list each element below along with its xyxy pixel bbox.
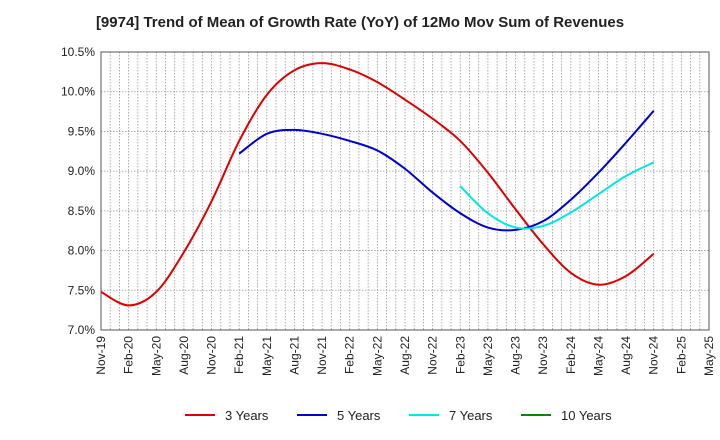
x-tick-label: Feb-22 bbox=[343, 336, 357, 374]
y-tick-label: 9.0% bbox=[68, 164, 96, 178]
x-tick-label: Nov-22 bbox=[426, 336, 440, 375]
y-tick-label: 7.0% bbox=[68, 323, 96, 337]
y-tick-label: 10.0% bbox=[61, 85, 95, 99]
legend: 3 Years 5 Years 7 Years 10 Years bbox=[185, 408, 612, 423]
x-tick-label: Feb-23 bbox=[453, 336, 467, 374]
x-tick-label: Nov-19 bbox=[94, 336, 108, 375]
x-tick-label: May-22 bbox=[370, 336, 384, 376]
x-tick-label: Aug-22 bbox=[398, 336, 412, 375]
y-tick-label: 8.0% bbox=[68, 244, 96, 258]
x-tick-label: Aug-23 bbox=[509, 336, 523, 375]
plot-frame bbox=[100, 51, 710, 331]
x-tick-label: May-23 bbox=[481, 336, 495, 376]
series-lines bbox=[100, 62, 655, 307]
series-line-7-years bbox=[459, 161, 655, 230]
legend-label-3-years: 3 Years bbox=[225, 408, 269, 423]
legend-label-7-years: 7 Years bbox=[449, 408, 493, 423]
y-tick-label: 8.5% bbox=[68, 204, 96, 218]
x-tick-label: Nov-24 bbox=[647, 336, 661, 375]
x-tick-label: Feb-20 bbox=[122, 336, 136, 374]
y-axis-ticks: 7.0% 7.5% 8.0% 8.5% 9.0% 9.5% 10.0% 10.5% bbox=[61, 45, 95, 337]
series-line-5-years bbox=[238, 110, 655, 232]
chart-title: [9974] Trend of Mean of Growth Rate (YoY… bbox=[95, 14, 625, 31]
x-tick-label: Aug-20 bbox=[177, 336, 191, 375]
series-line-3-years bbox=[100, 62, 655, 307]
grid bbox=[100, 51, 710, 331]
y-tick-label: 10.5% bbox=[61, 45, 95, 59]
x-tick-label: May-25 bbox=[702, 336, 716, 376]
legend-label-5-years: 5 Years bbox=[337, 408, 381, 423]
y-tick-label: 9.5% bbox=[68, 124, 96, 138]
x-tick-label: May-24 bbox=[591, 336, 605, 376]
x-tick-label: May-20 bbox=[149, 336, 163, 376]
x-axis-ticks: Nov-19 Feb-20 May-20 Aug-20 Nov-20 Feb-21 May-… bbox=[94, 336, 716, 376]
x-tick-label: Nov-20 bbox=[205, 336, 219, 375]
y-tick-label: 7.5% bbox=[68, 283, 96, 297]
x-tick-label: Feb-25 bbox=[674, 336, 688, 374]
x-tick-label: Nov-21 bbox=[315, 336, 329, 375]
x-tick-label: Feb-21 bbox=[232, 336, 246, 374]
x-tick-label: Nov-23 bbox=[536, 336, 550, 375]
x-tick-label: Feb-24 bbox=[564, 336, 578, 374]
x-tick-label: May-21 bbox=[260, 336, 274, 376]
x-tick-label: Aug-24 bbox=[619, 336, 633, 375]
legend-label-10-years: 10 Years bbox=[561, 408, 612, 423]
x-tick-label: Aug-21 bbox=[287, 336, 301, 375]
plot-border bbox=[100, 51, 710, 331]
